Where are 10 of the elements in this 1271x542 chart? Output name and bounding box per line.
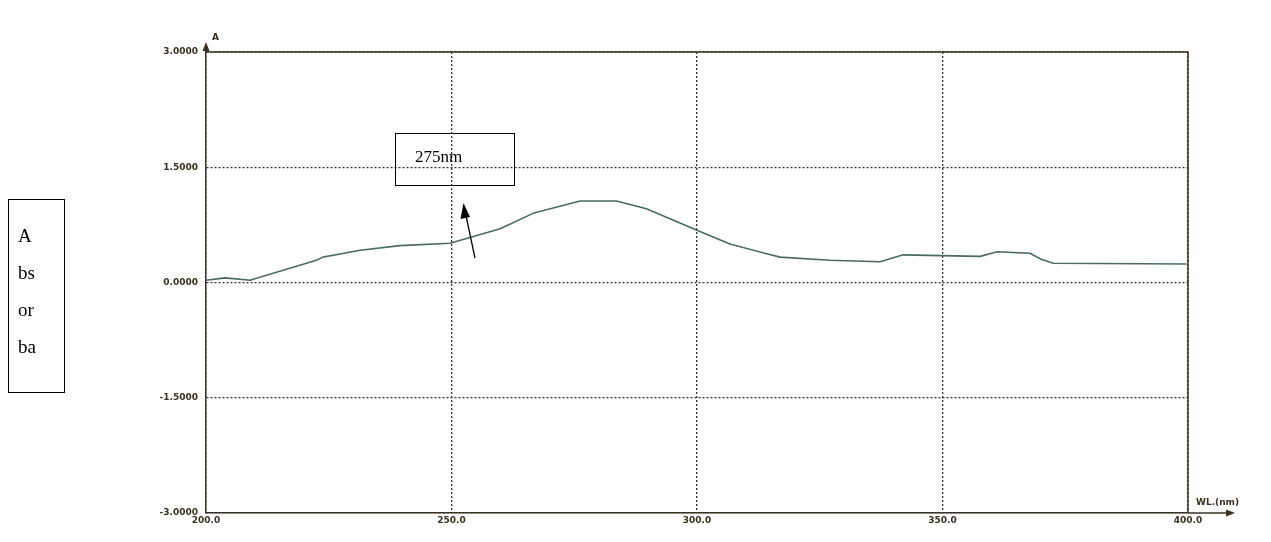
y-tick-label: 1.5000 xyxy=(163,161,198,172)
y-tick-label: -1.5000 xyxy=(159,392,198,403)
x-tick-label: 350.0 xyxy=(928,514,957,525)
x-tick-label: 300.0 xyxy=(682,514,712,525)
y-tick-label: 3.0000 xyxy=(163,46,198,57)
x-axis-title: WL.(nm) xyxy=(1196,497,1240,507)
y-tick-label: 0.0000 xyxy=(163,276,198,287)
x-tick-label: 400.0 xyxy=(1173,514,1203,525)
x-tick-label: 250.0 xyxy=(437,514,466,525)
y-axis-title: A xyxy=(212,32,219,42)
